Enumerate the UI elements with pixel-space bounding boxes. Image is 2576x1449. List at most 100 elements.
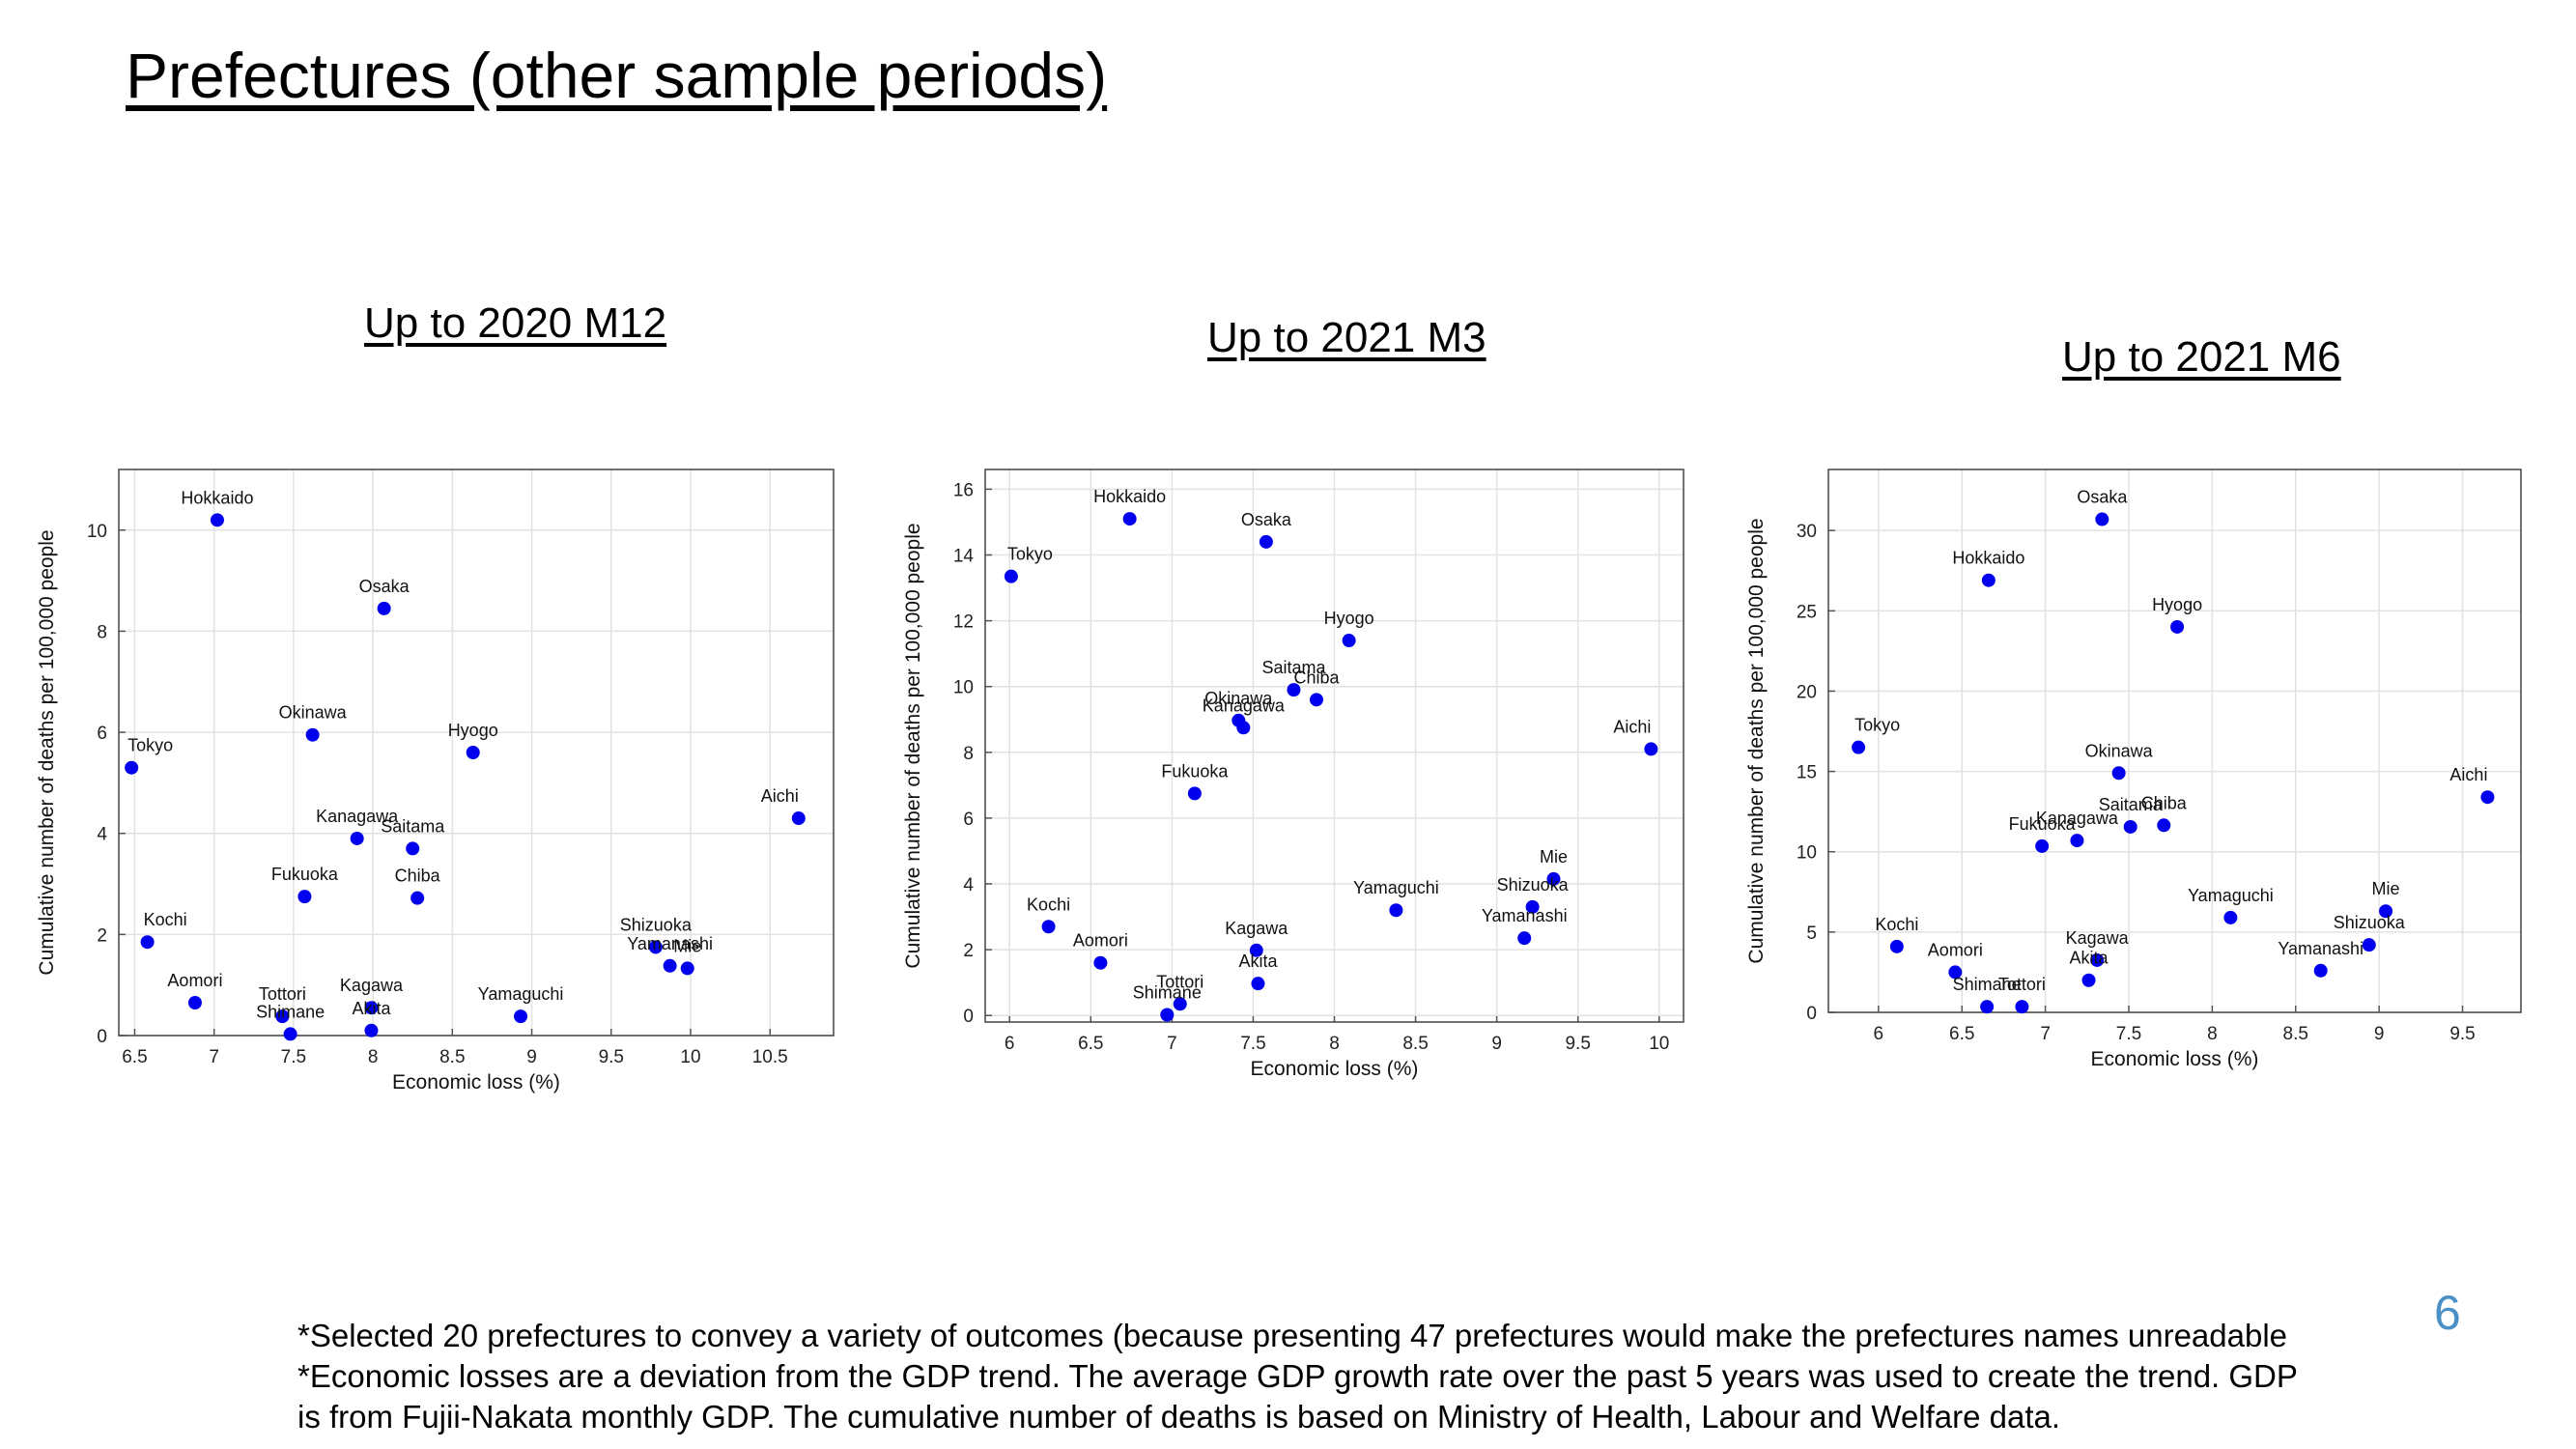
chart-title-1: Up to 2020 M12 [364, 299, 667, 347]
point-hyogo [1342, 634, 1356, 648]
point-label-aomori: Aomori [1928, 940, 1983, 959]
point-kanagawa [2070, 834, 2084, 848]
point-label-tottori: Tottori [1998, 975, 2046, 994]
point-label-kochi: Kochi [1027, 895, 1070, 914]
point-label-saitama: Saitama [381, 816, 445, 836]
x-tick-label: 6.5 [122, 1047, 147, 1067]
x-tick-label: 7.5 [281, 1047, 306, 1067]
y-tick-label: 2 [963, 941, 974, 961]
chart-3: 6 6.5 7 7.5 8 8.5 9 9.5 0 5 10 15 20 25 30 Economic los… [1745, 469, 2522, 1070]
point-label-kagawa: Kagawa [1225, 919, 1288, 938]
point-fukuoka [297, 890, 312, 904]
point-label-hokkaido: Hokkaido [1952, 549, 2024, 568]
point-label-shimane: Shimane [1953, 975, 2022, 994]
point-osaka [2095, 512, 2109, 526]
point-label-shimane: Shimane [1133, 983, 1202, 1003]
x-tick-label: 9 [526, 1047, 537, 1067]
point-kochi [1889, 939, 1904, 953]
point-label-aomori: Aomori [1073, 931, 1128, 951]
y-tick-label: 25 [1797, 602, 1817, 622]
point-label-hyogo: Hyogo [448, 721, 498, 740]
point-tottori [1173, 997, 1187, 1011]
point-label-mie: Mie [1540, 847, 1568, 867]
point-shizuoka [648, 940, 663, 954]
y-tick-label: 10 [87, 522, 107, 542]
point-kagawa [1249, 943, 1263, 957]
x-axis-label: Economic loss (%) [1251, 1058, 1419, 1080]
point-label-osaka: Osaka [1241, 510, 1292, 529]
y-axis-label: Cumulative number of deaths per 100,000 … [36, 529, 58, 975]
point-label-okinawa: Okinawa [2085, 741, 2154, 760]
point-aichi [2480, 790, 2495, 805]
point-kochi [1041, 920, 1056, 934]
x-tick-label: 8.5 [2283, 1024, 2308, 1044]
point-label-aichi: Aichi [2449, 765, 2487, 784]
y-axis-label: Cumulative number of deaths per 100,000 … [902, 523, 924, 968]
point-mie [2379, 904, 2393, 919]
y-tick-label: 5 [1806, 923, 1817, 944]
x-axis-label: Economic loss (%) [2091, 1048, 2259, 1070]
point-akita [364, 1023, 379, 1037]
point-yamaguchi [514, 1009, 528, 1024]
point-label-mie: Mie [673, 936, 701, 955]
x-axis-label: Economic loss (%) [392, 1071, 560, 1094]
x-tick-label: 9 [1491, 1034, 1502, 1054]
point-label-chiba: Chiba [2141, 793, 2188, 812]
point-kanagawa [1236, 721, 1251, 735]
point-label-aichi: Aichi [1613, 717, 1651, 736]
point-label-tottori: Tottori [1156, 972, 1203, 991]
footnote-line: *Selected 20 prefectures to convey a var… [297, 1318, 2288, 1353]
point-label-fukuoka: Fukuoka [271, 865, 339, 884]
point-fukuoka [1187, 786, 1202, 801]
point-yamaguchi [2223, 910, 2238, 924]
point-saitama [406, 841, 420, 856]
x-tick-label: 10 [1649, 1034, 1669, 1054]
point-tokyo [125, 760, 139, 775]
x-tick-label: 9.5 [2449, 1024, 2475, 1044]
point-label-osaka: Osaka [2077, 488, 2128, 507]
y-tick-label: 10 [953, 678, 974, 698]
point-label-okinawa: Okinawa [279, 703, 348, 723]
point-yamanashi [2313, 963, 2328, 978]
point-label-tokyo: Tokyo [127, 736, 173, 755]
point-label-akita: Akita [1238, 952, 1278, 971]
point-saitama [1287, 683, 1301, 697]
y-tick-label: 0 [97, 1027, 107, 1047]
point-label-aomori: Aomori [167, 971, 222, 990]
point-akita [1251, 977, 1265, 991]
plot-frame [1827, 469, 2522, 1013]
point-shizuoka [1525, 899, 1540, 914]
point-label-yamanashi: Yamanashi [2278, 939, 2364, 958]
point-label-kagawa: Kagawa [340, 976, 404, 995]
point-aomori [1948, 965, 1963, 980]
point-hyogo [466, 746, 480, 759]
x-tick-label: 7 [1167, 1034, 1177, 1054]
point-label-yamanashi: Yamanashi [1482, 906, 1568, 925]
point-label-yamaguchi: Yamaguchi [478, 984, 564, 1004]
plot-frame [984, 469, 1684, 1023]
point-shimane [1980, 1000, 1995, 1014]
y-tick-label: 6 [963, 810, 974, 830]
point-kagawa [364, 1001, 379, 1015]
x-tick-label: 6.5 [1949, 1024, 1974, 1044]
y-tick-label: 20 [1797, 682, 1817, 702]
point-label-hyogo: Hyogo [1324, 609, 1374, 628]
point-label-shizuoka: Shizuoka [1497, 875, 1570, 895]
point-tokyo [1004, 569, 1018, 583]
point-hokkaido [210, 513, 224, 527]
x-tick-label: 9.5 [1565, 1034, 1590, 1054]
point-kanagawa [350, 831, 364, 845]
chart-1: 6.5 7 7.5 8 8.5 9 9.5 10 10.5 0 2 4 6 8 10 Economic los… [36, 469, 835, 1094]
point-label-kanagawa: Kanagawa [316, 807, 399, 826]
point-label-kanagawa: Kanagawa [2036, 809, 2119, 828]
point-tokyo [1852, 740, 1866, 754]
point-label-saitama: Saitama [2099, 795, 2164, 814]
point-hyogo [2170, 619, 2185, 634]
x-tick-label: 8 [368, 1047, 379, 1067]
y-tick-label: 8 [97, 622, 107, 642]
y-tick-label: 16 [953, 480, 974, 500]
x-tick-label: 7.5 [1240, 1034, 1265, 1054]
point-shizuoka [2362, 938, 2376, 952]
x-tick-label: 6 [1874, 1024, 1884, 1044]
x-tick-label: 8 [2207, 1024, 2218, 1044]
